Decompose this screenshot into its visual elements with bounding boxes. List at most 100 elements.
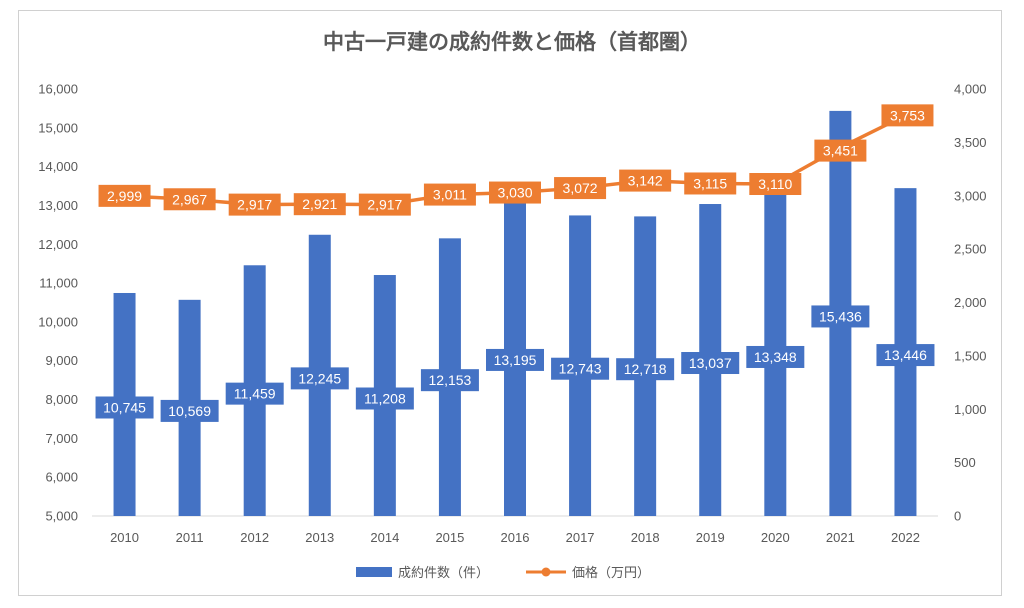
- line-data-label-box: [554, 177, 607, 200]
- line-data-label-text: 3,110: [758, 176, 792, 192]
- bar-data-label-box: [225, 382, 284, 405]
- left-axis-tick-label: 5,000: [45, 509, 78, 524]
- line-data-label-box: [228, 193, 281, 216]
- left-axis-tick-label: 11,000: [39, 276, 78, 291]
- left-axis-tick-label: 14,000: [38, 159, 78, 174]
- left-axis: 5,000 6,000 7,000 8,000 9,000 10,000 11,000 12,…: [38, 82, 78, 524]
- bar-data-label: 12,743: [551, 357, 610, 380]
- line-data-label-box: [684, 172, 737, 195]
- line-data-label-text: 3,451: [823, 143, 858, 159]
- bar-data-label: 11,208: [355, 387, 414, 410]
- line-data-label: 2,999: [98, 184, 151, 207]
- left-axis-tick-label: 9,000: [45, 353, 78, 368]
- bar-data-label: 12,245: [290, 367, 349, 390]
- bar-data-label-box: [876, 344, 935, 367]
- x-axis-tick-label: 2020: [761, 530, 790, 545]
- line-data-label-text: 2,917: [237, 197, 272, 213]
- left-axis-tick-label: 16,000: [38, 82, 78, 97]
- x-axis-tick-label: 2012: [240, 530, 269, 545]
- bar-data-label-text: 15,436: [819, 308, 862, 324]
- right-axis-tick-label: 500: [954, 455, 976, 470]
- bar-data-label-text: 13,195: [494, 352, 537, 368]
- line-data-labels: 2,999 2,967 2,917 2,921 2,917 3,011 3,030 3,072…: [98, 104, 934, 216]
- bar-data-label-text: 12,153: [429, 372, 472, 388]
- line-data-label-box: [163, 188, 216, 211]
- bar-data-label: 13,446: [876, 344, 935, 367]
- x-axis-tick-label: 2019: [696, 530, 725, 545]
- bar-data-label-box: [290, 367, 349, 390]
- left-axis-tick-label: 12,000: [38, 237, 78, 252]
- line-data-label-box: [423, 183, 476, 206]
- right-axis-tick-label: 2,000: [954, 295, 987, 310]
- bar-data-label-box: [486, 348, 544, 371]
- line-data-label-text: 2,999: [107, 188, 142, 204]
- x-axis-tick-label: 2013: [305, 530, 334, 545]
- line-data-label: 3,011: [423, 183, 476, 206]
- line-data-label: 3,110: [749, 173, 802, 196]
- line-data-label-box: [749, 173, 802, 196]
- line-data-label-text: 3,072: [563, 180, 598, 196]
- chart-title: 中古一戸建の成約件数と価格（首都圏）: [323, 30, 701, 54]
- right-axis-tick-label: 0: [954, 509, 961, 524]
- bar-data-label: 12,153: [420, 369, 479, 392]
- bar-data-label: 10,745: [95, 396, 154, 419]
- bar-data-label-box: [616, 358, 675, 381]
- left-axis-tick-label: 7,000: [45, 431, 78, 446]
- line-data-label-box: [293, 193, 346, 216]
- bar-data-label-text: 10,745: [103, 399, 146, 415]
- x-axis-tick-label: 2016: [501, 530, 530, 545]
- line-data-label-box: [98, 184, 151, 207]
- bar-data-label-box: [160, 399, 219, 422]
- line-data-label: 2,967: [163, 188, 216, 211]
- line-data-label-text: 2,917: [367, 197, 402, 213]
- line-data-label-box: [358, 193, 411, 216]
- line-data-label-box: [881, 104, 934, 127]
- x-axis-tick-label: 2021: [826, 530, 855, 545]
- x-axis-tick-label: 2018: [631, 530, 660, 545]
- x-axis-tick-label: 2017: [566, 530, 595, 545]
- bar-data-label: 13,195: [486, 348, 544, 371]
- line-data-label-text: 3,011: [433, 187, 467, 203]
- left-axis-tick-label: 6,000: [45, 470, 78, 485]
- line-data-label-text: 3,115: [693, 175, 727, 191]
- bar-data-label: 11,459: [225, 382, 284, 405]
- right-axis-tick-label: 2,500: [954, 242, 987, 257]
- bar-data-label-text: 11,208: [364, 391, 406, 407]
- legend-bar-swatch: [356, 567, 392, 577]
- line-data-label-box: [489, 181, 541, 204]
- line-data-label-box: [814, 139, 867, 162]
- line-data-label-text: 2,921: [302, 196, 337, 212]
- left-axis-tick-label: 10,000: [38, 314, 78, 329]
- right-axis-tick-label: 3,000: [954, 188, 987, 203]
- line-data-label-text: 3,142: [628, 173, 663, 189]
- bar-data-label-box: [681, 352, 740, 375]
- bar-data-label-text: 12,245: [298, 370, 341, 386]
- x-axis-tick-label: 2014: [370, 530, 399, 545]
- line-data-label-box: [619, 169, 672, 192]
- x-axis-tick-label: 2022: [891, 530, 920, 545]
- bar-data-label-box: [355, 387, 414, 410]
- left-axis-tick-label: 13,000: [38, 198, 78, 213]
- legend: 成約件数（件） 価格（万円）: [356, 565, 650, 581]
- bar-data-label-text: 12,718: [624, 361, 667, 377]
- line-data-label: 3,030: [489, 181, 541, 204]
- right-axis: 0 500 1,000 1,500 2,000 2,500 3,000 3,500 4,000: [954, 82, 987, 524]
- right-axis-tick-label: 1,000: [954, 402, 987, 417]
- line-data-label: 3,451: [814, 139, 867, 162]
- line-data-label-text: 3,030: [497, 185, 532, 201]
- x-axis-tick-label: 2010: [110, 530, 139, 545]
- x-axis: 2010 2011 2012 2013 2014 2015 2016 2017 2018 2019…: [92, 515, 938, 545]
- bar-data-label-box: [811, 305, 870, 328]
- right-axis-tick-label: 4,000: [954, 82, 987, 97]
- left-axis-tick-label: 8,000: [45, 392, 78, 407]
- bar-data-label: 15,436: [811, 305, 870, 328]
- line-data-label: 3,753: [881, 104, 934, 127]
- bar-data-label-text: 13,037: [689, 355, 732, 371]
- x-axis-tick-label: 2015: [435, 530, 464, 545]
- bar-data-label-text: 12,743: [559, 361, 602, 377]
- bar-data-label: 12,718: [616, 358, 675, 381]
- bar-data-label-box: [95, 396, 154, 419]
- line-data-label: 3,115: [684, 172, 737, 195]
- bar-data-label-box: [746, 345, 805, 368]
